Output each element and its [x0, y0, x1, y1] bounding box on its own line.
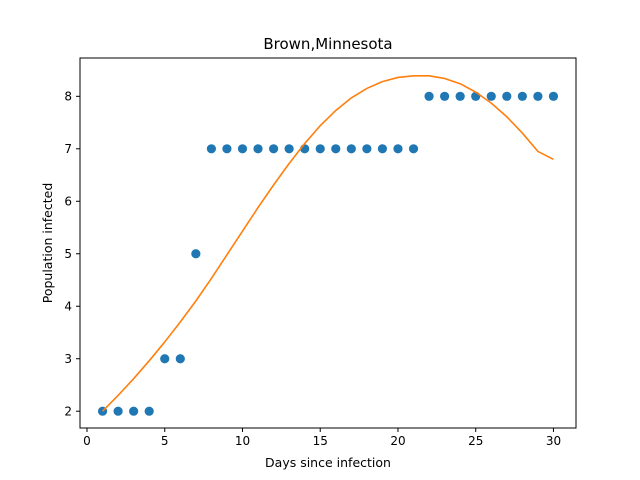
y-tick-label: 5	[64, 247, 72, 261]
y-axis-title: Population infected	[40, 183, 55, 304]
data-point	[408, 144, 419, 154]
x-tick-label: 30	[546, 434, 561, 448]
y-tick-label: 8	[64, 90, 72, 104]
data-point	[548, 91, 559, 101]
y-tick-label: 7	[64, 142, 72, 156]
data-point	[424, 91, 434, 101]
data-point	[533, 91, 543, 101]
data-point	[160, 354, 170, 364]
x-tick-label: 15	[313, 434, 328, 448]
data-point	[440, 91, 450, 101]
data-point	[237, 144, 248, 154]
x-tick-label: 0	[83, 434, 91, 448]
data-point	[191, 249, 201, 259]
data-point	[315, 144, 325, 154]
data-point	[268, 144, 279, 154]
data-point	[113, 406, 123, 416]
x-axis-title: Days since infection	[265, 455, 391, 470]
x-tick-label: 10	[235, 434, 250, 448]
data-point	[362, 144, 372, 154]
chart-title: Brown,Minnesota	[263, 35, 392, 53]
x-tick-label: 25	[468, 434, 483, 448]
data-point	[331, 144, 341, 154]
x-tick-label: 5	[161, 434, 169, 448]
data-point	[253, 144, 263, 154]
data-point	[284, 144, 294, 154]
x-tick-label: 20	[390, 434, 405, 448]
data-point	[144, 406, 154, 416]
data-point	[175, 354, 185, 364]
data-point	[129, 406, 139, 416]
y-tick-label: 4	[64, 300, 72, 314]
y-tick-label: 2	[64, 405, 72, 419]
y-tick-label: 3	[64, 352, 72, 366]
fit-curve	[101, 75, 554, 412]
data-point	[377, 144, 388, 154]
plot-area	[80, 58, 576, 428]
data-point	[455, 91, 465, 101]
data-point	[517, 91, 527, 101]
data-point	[393, 144, 403, 154]
data-point	[222, 144, 232, 154]
data-point	[486, 91, 496, 101]
data-point	[206, 144, 216, 154]
data-point	[346, 144, 356, 154]
data-point	[502, 91, 512, 101]
axes-frame	[79, 57, 577, 429]
series-layer	[97, 75, 559, 416]
axes-layer: 0 5 10 15 20 25 30 2 3 4 5 6 7 8	[64, 57, 577, 448]
y-tick-label: 6	[64, 195, 72, 209]
